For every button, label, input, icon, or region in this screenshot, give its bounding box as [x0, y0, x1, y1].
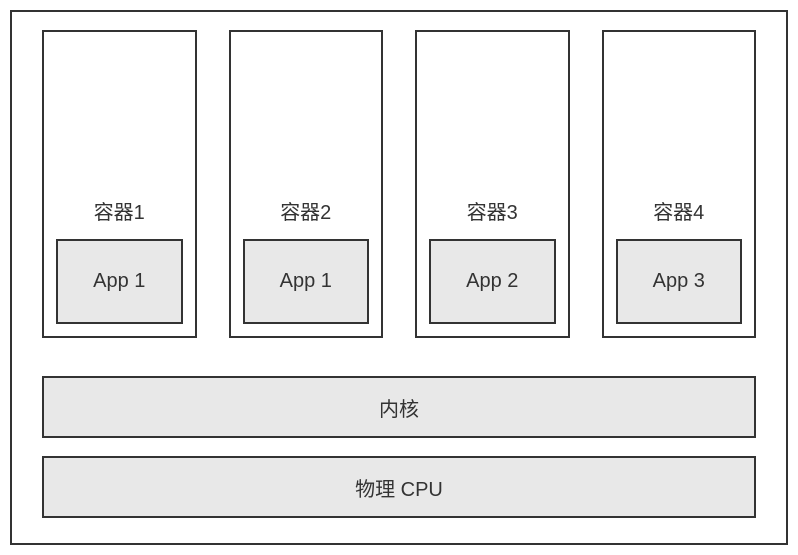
app-box: App 1 [56, 239, 183, 324]
container-box-2: 容器2 App 1 [229, 30, 384, 338]
app-box: App 3 [616, 239, 743, 324]
container-label: 容器2 [280, 196, 331, 225]
container-label: 容器3 [467, 196, 518, 225]
container-box-4: 容器4 App 3 [602, 30, 757, 338]
architecture-diagram: 容器1 App 1 容器2 App 1 容器3 App 2 容器4 App 3 … [10, 10, 788, 545]
container-box-1: 容器1 App 1 [42, 30, 197, 338]
kernel-layer: 内核 [42, 376, 756, 438]
cpu-layer: 物理 CPU [42, 456, 756, 518]
container-label: 容器1 [94, 196, 145, 225]
app-box: App 2 [429, 239, 556, 324]
containers-row: 容器1 App 1 容器2 App 1 容器3 App 2 容器4 App 3 [42, 30, 756, 338]
app-box: App 1 [243, 239, 370, 324]
container-box-3: 容器3 App 2 [415, 30, 570, 338]
container-label: 容器4 [653, 196, 704, 225]
